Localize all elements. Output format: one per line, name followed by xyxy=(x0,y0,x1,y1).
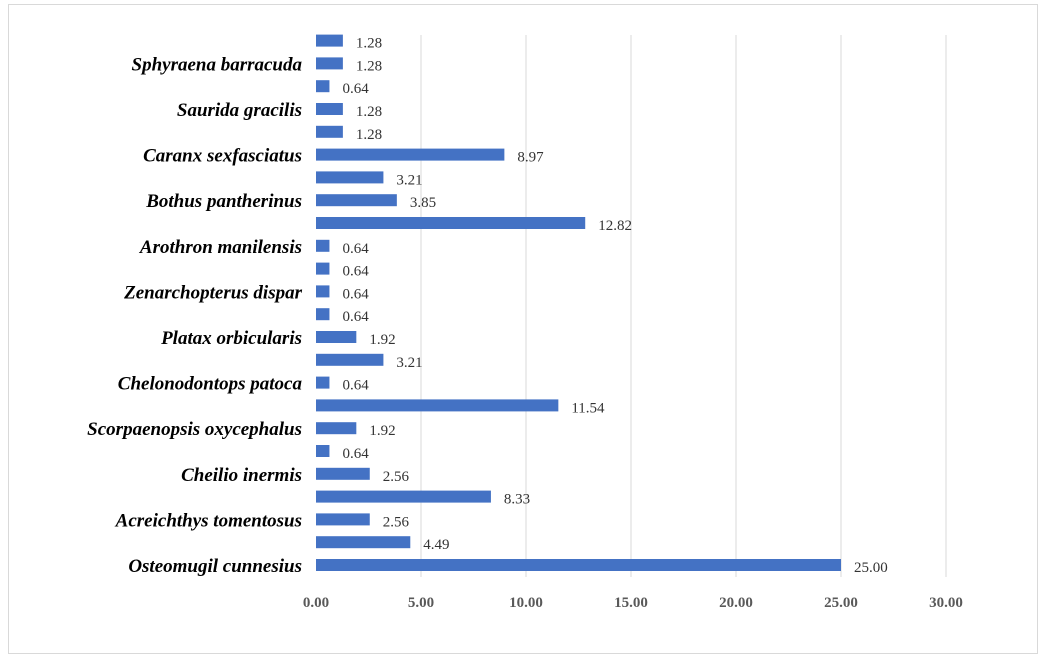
bar-value-label: 12.82 xyxy=(598,218,632,234)
category-label: Chelonodontops patoca xyxy=(118,374,303,395)
bar xyxy=(316,308,330,321)
category-label: Platax orbicularis xyxy=(160,328,302,349)
bar-value-label: 2.56 xyxy=(383,469,410,485)
bar xyxy=(316,148,505,161)
category-label: Arothron manilensis xyxy=(139,237,302,258)
bar-value-label: 4.49 xyxy=(423,537,449,553)
x-tick-label: 10.00 xyxy=(509,595,543,611)
bar-value-label: 1.28 xyxy=(356,36,382,52)
bar-value-label: 0.64 xyxy=(342,81,369,97)
bar xyxy=(316,376,330,389)
bar xyxy=(316,171,384,184)
x-tick-label: 0.00 xyxy=(303,595,329,611)
x-tick-label: 30.00 xyxy=(929,595,963,611)
bar-value-label: 1.92 xyxy=(369,332,395,348)
category-label: Scorpaenopsis oxycephalus xyxy=(87,419,302,440)
category-label: Saurida gracilis xyxy=(177,100,302,121)
bar xyxy=(316,353,384,366)
bar xyxy=(316,34,343,47)
x-tick-label: 25.00 xyxy=(824,595,858,611)
bar-value-label: 3.85 xyxy=(410,195,436,211)
bar xyxy=(316,80,330,93)
bar xyxy=(316,262,330,275)
category-label: Osteomugil cunnesius xyxy=(128,556,302,577)
bar-value-label: 25.00 xyxy=(854,560,888,576)
category-label: Sphyraena barracuda xyxy=(132,54,303,75)
bar-value-label: 8.97 xyxy=(517,150,544,166)
bar xyxy=(316,399,559,412)
bar xyxy=(316,57,343,70)
bar xyxy=(316,467,370,480)
bar-value-label: 0.64 xyxy=(342,446,369,462)
x-tick-label: 15.00 xyxy=(614,595,648,611)
bar-value-label: 1.28 xyxy=(356,104,382,120)
bar-value-label: 11.54 xyxy=(571,400,605,416)
bar xyxy=(316,285,330,298)
bar xyxy=(316,559,841,571)
bar xyxy=(316,125,343,138)
bar xyxy=(316,513,370,526)
category-label: Zenarchopterus dispar xyxy=(123,282,302,303)
bar xyxy=(316,445,330,457)
category-label: Cheilio inermis xyxy=(181,465,302,486)
bar xyxy=(316,103,343,115)
bar xyxy=(316,194,397,207)
bar-value-label: 0.64 xyxy=(342,264,369,280)
x-tick-label: 20.00 xyxy=(719,595,753,611)
bar xyxy=(316,331,357,343)
bar xyxy=(316,536,411,549)
bar-value-label: 1.92 xyxy=(369,423,395,439)
bar-value-label: 0.64 xyxy=(342,309,369,325)
category-label: Caranx sexfasciatus xyxy=(143,146,302,167)
bar-value-label: 0.64 xyxy=(342,241,369,257)
bar-value-label: 0.64 xyxy=(342,378,369,394)
bar-value-label: 3.21 xyxy=(396,172,422,188)
category-label: Acreichthys tomentosus xyxy=(115,510,302,531)
chart-frame: 0.00 5.00 10.00 15.00 20.00 25.00 30.00 25.00 Os… xyxy=(8,4,1038,654)
bar xyxy=(316,217,586,229)
category-label: Bothus pantherinus xyxy=(145,191,302,212)
x-tick-label: 5.00 xyxy=(408,595,434,611)
bar-value-label: 1.28 xyxy=(356,58,382,74)
bar xyxy=(316,239,330,252)
bar xyxy=(316,422,357,435)
bar-value-label: 3.21 xyxy=(396,355,422,371)
bar-value-label: 1.28 xyxy=(356,127,382,143)
bar-value-label: 8.33 xyxy=(504,492,530,508)
bar-value-label: 0.64 xyxy=(342,286,369,302)
bar xyxy=(316,490,491,503)
bar-value-label: 2.56 xyxy=(383,514,410,530)
bar-chart: 0.00 5.00 10.00 15.00 20.00 25.00 30.00 25.00 Os… xyxy=(87,34,963,611)
